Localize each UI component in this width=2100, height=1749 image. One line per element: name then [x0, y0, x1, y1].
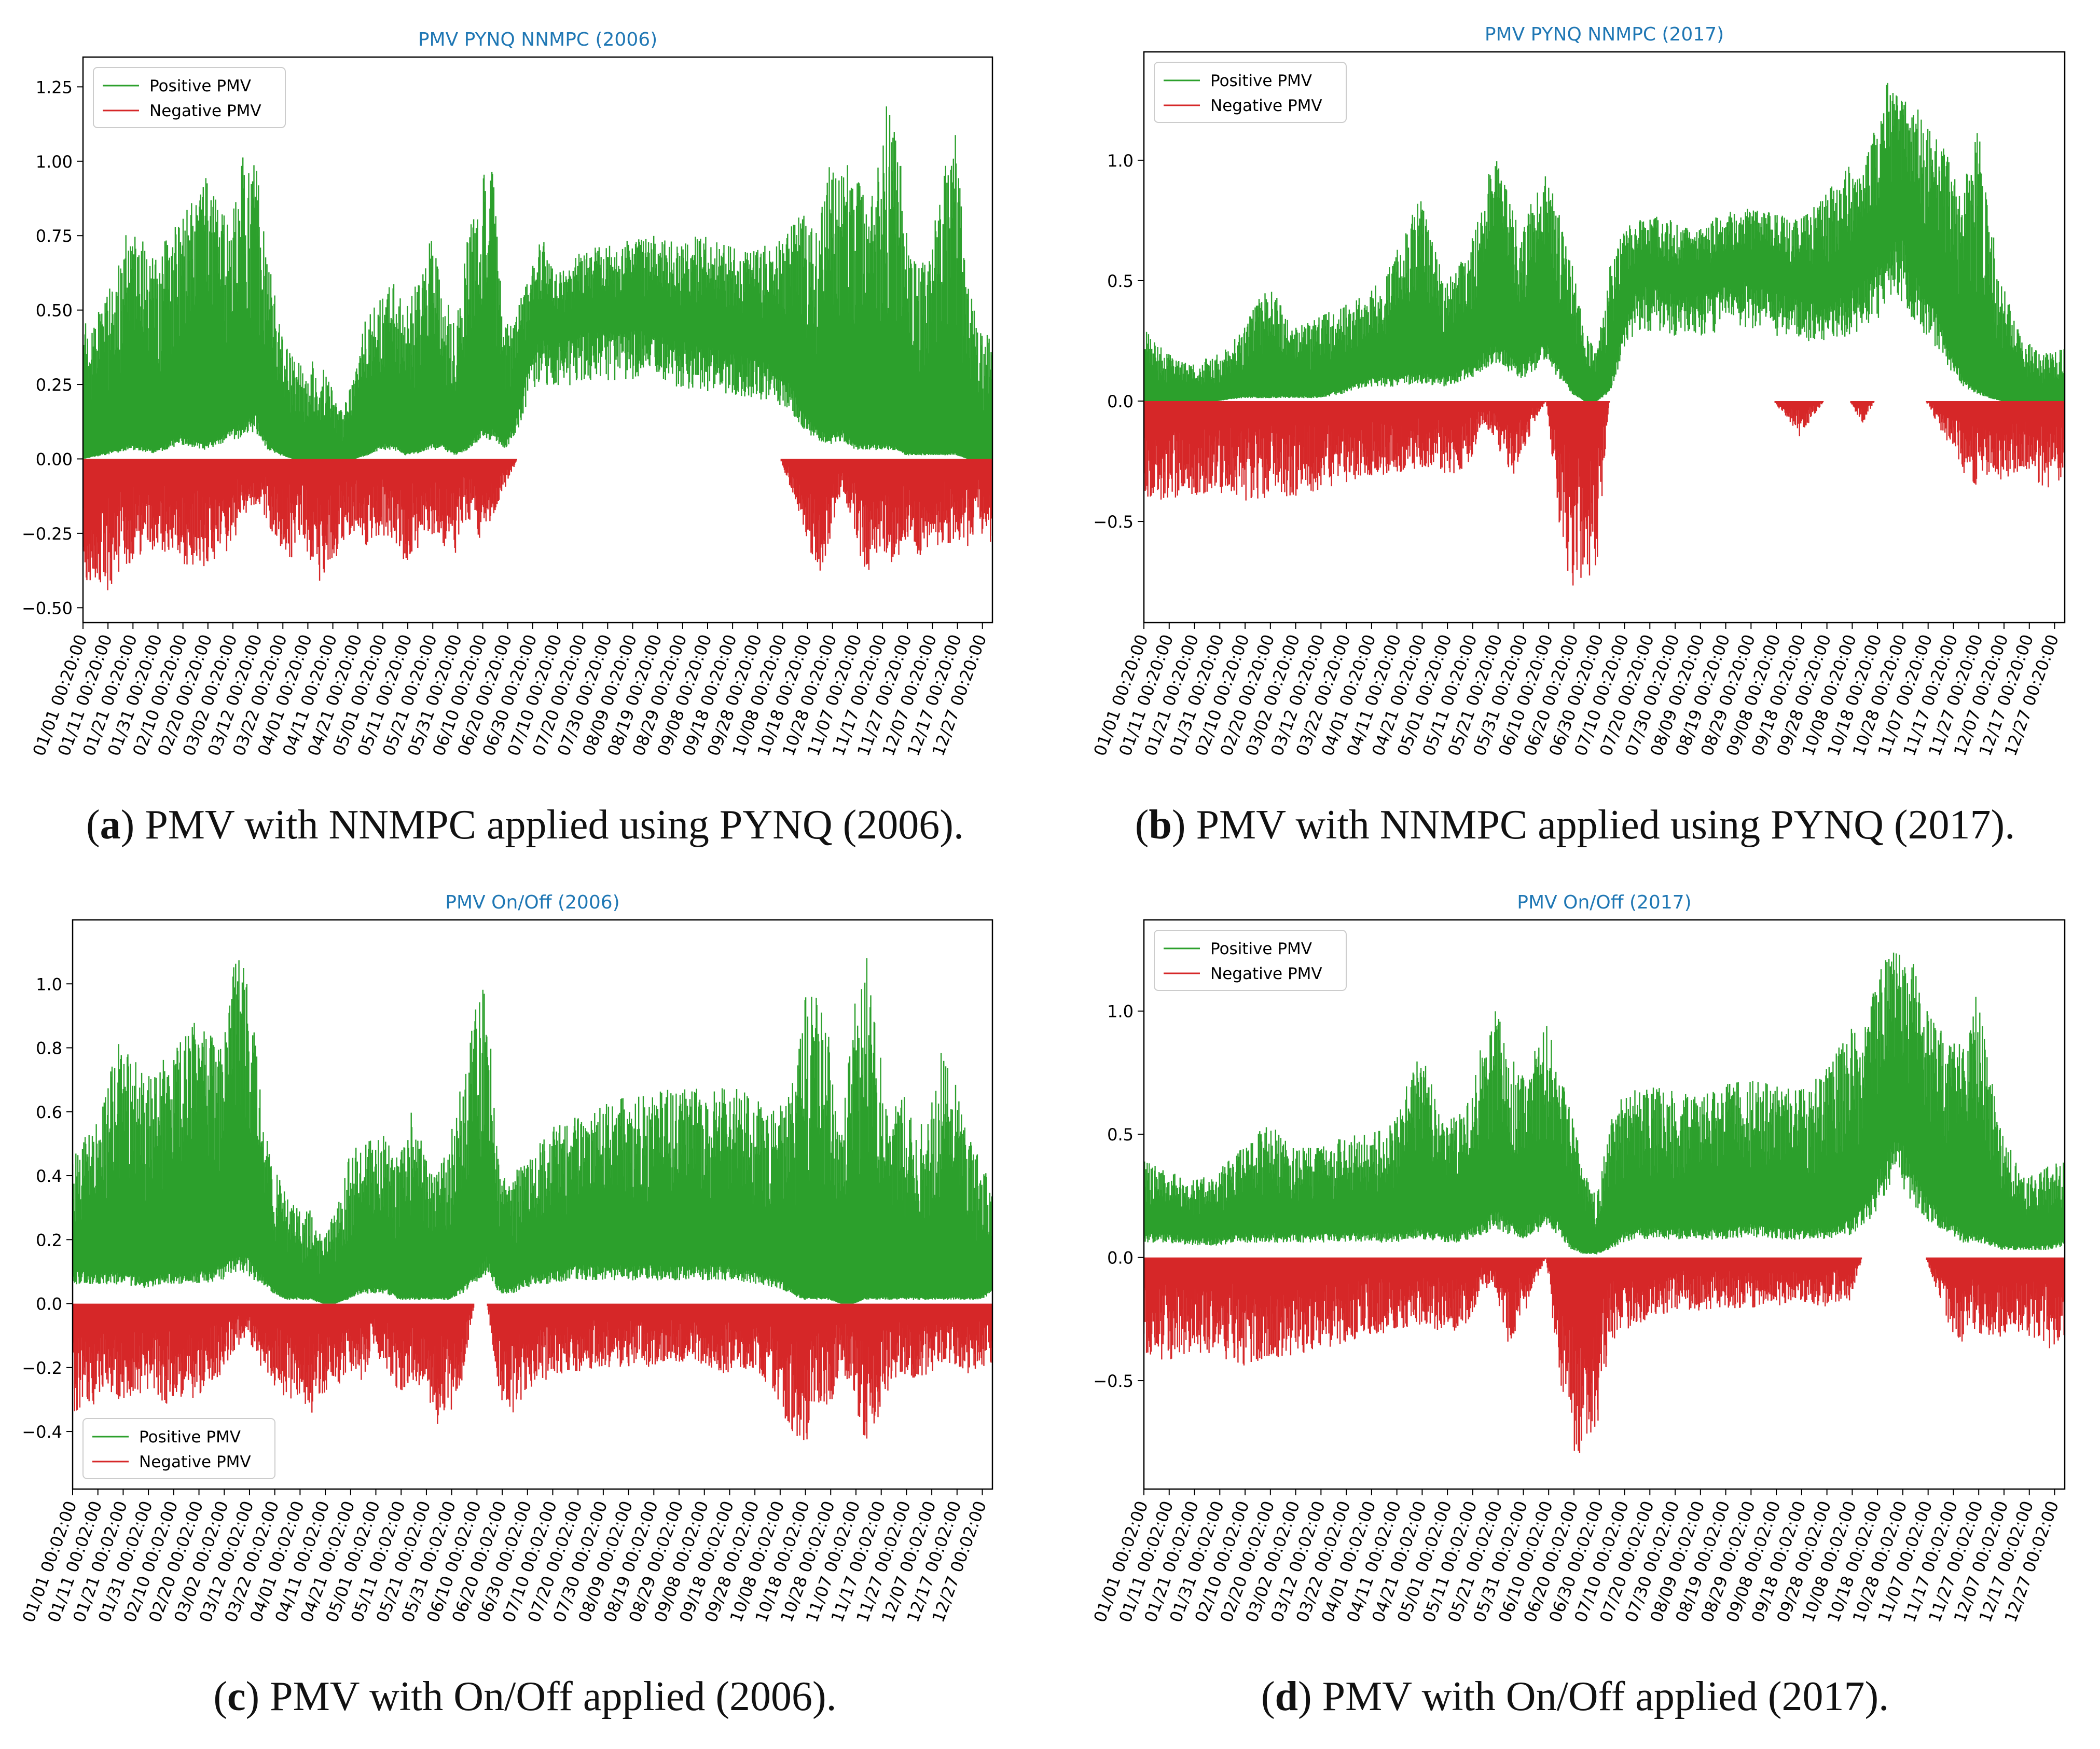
plot-frame	[82, 56, 993, 624]
negative-pmv-series	[73, 1303, 992, 1440]
chart-title: PMV On/Off (2017)	[1517, 892, 1691, 913]
y-tick-label: 1.0	[1107, 1002, 1134, 1022]
legend-label: Negative PMV	[1210, 965, 1322, 983]
y-tick-label: −0.5	[1093, 512, 1134, 532]
legend-box	[82, 1418, 275, 1479]
negative-pmv-series	[83, 459, 992, 590]
caption-b: (b) PMV with NNMPC applied using PYNQ (2…	[1135, 802, 2015, 848]
caption-d: (d) PMV with On/Off applied (2017).	[1261, 1674, 1889, 1719]
chart-b: PMV PYNQ NNMPC (2017)−0.50.00.51.001/01 …	[1090, 24, 2066, 759]
plot-data	[73, 958, 992, 1440]
legend-label: Negative PMV	[1210, 97, 1322, 115]
plot-data	[1144, 82, 2065, 586]
y-tick-label: 0.4	[36, 1166, 62, 1186]
y-tick-label: 0.6	[36, 1103, 62, 1122]
legend-box	[1154, 62, 1347, 123]
legend-label: Positive PMV	[1210, 940, 1312, 958]
y-tick-label: −0.50	[22, 598, 73, 618]
caption-label: b	[1149, 802, 1172, 848]
y-tick-label: 0.00	[36, 449, 73, 469]
y-tick-label: −0.5	[1093, 1371, 1134, 1391]
y-tick-label: 1.25	[36, 77, 73, 97]
legend-label: Positive PMV	[149, 77, 251, 95]
y-tick-label: 0.0	[1107, 392, 1134, 411]
caption-label: d	[1275, 1674, 1298, 1719]
positive-pmv-series	[1144, 82, 2065, 401]
caption-label: c	[227, 1674, 246, 1719]
y-tick-label: 1.0	[36, 974, 62, 994]
legend-label: Positive PMV	[1210, 72, 1312, 90]
y-tick-label: −0.4	[22, 1422, 62, 1442]
legend-label: Positive PMV	[139, 1428, 241, 1447]
y-tick-label: 0.75	[36, 226, 73, 246]
legend-box	[1154, 930, 1347, 991]
plot-frame	[72, 919, 993, 1490]
chart-c: PMV On/Off (2006) −0.4 −0.2 0.0 0.2 0.4 0.6 0.8…	[19, 892, 993, 1625]
chart-title: PMV PYNQ NNMPC (2006)	[418, 29, 657, 50]
plot-frame	[1143, 51, 2066, 624]
negative-pmv-series	[1144, 1257, 2065, 1453]
plot-frame	[1143, 919, 2066, 1490]
y-tick-label: 0.5	[1107, 271, 1134, 291]
plot-data	[1144, 953, 2065, 1453]
y-tick-label: 0.0	[36, 1294, 62, 1314]
positive-pmv-series	[73, 958, 992, 1304]
caption-a: (a) PMV with NNMPC applied using PYNQ (2…	[86, 802, 964, 848]
caption-text: ) PMV with On/Off applied (2006).	[245, 1674, 837, 1719]
negative-pmv-series	[1144, 401, 2065, 586]
y-tick-label: 0.25	[36, 375, 73, 395]
caption-text: ) PMV with NNMPC applied using PYNQ (201…	[1171, 802, 2015, 848]
legend-box	[93, 67, 286, 128]
caption-label: a	[100, 802, 121, 848]
caption-c: (c) PMV with On/Off applied (2006).	[213, 1674, 837, 1719]
plot-data	[83, 106, 992, 590]
positive-pmv-series	[1144, 953, 2065, 1255]
caption-text: ) PMV with NNMPC applied using PYNQ (200…	[120, 802, 964, 848]
y-tick-label: 1.0	[1107, 151, 1134, 171]
chart-title: PMV PYNQ NNMPC (2017)	[1485, 24, 1724, 45]
y-tick-label: 0.8	[36, 1039, 62, 1058]
y-tick-label: −0.2	[22, 1358, 62, 1378]
y-tick-label: 0.5	[1107, 1125, 1134, 1145]
legend-label: Negative PMV	[149, 102, 261, 120]
positive-pmv-series	[83, 106, 992, 459]
y-tick-label: 0.0	[1107, 1248, 1134, 1268]
y-tick-label: 1.00	[36, 152, 73, 172]
chart-a: PMV PYNQ NNMPC (2006) −0.50 −0.25 0.00 0.25 0…	[22, 29, 993, 759]
y-tick-label: −0.25	[22, 524, 73, 544]
y-tick-label: 0.50	[36, 301, 73, 321]
chart-title: PMV On/Off (2006)	[445, 892, 619, 913]
legend-label: Negative PMV	[139, 1453, 251, 1471]
caption-text: ) PMV with On/Off applied (2017).	[1297, 1674, 1889, 1719]
y-tick-label: 0.2	[36, 1230, 62, 1250]
chart-d: PMV On/Off (2017)−0.50.00.51.001/01 00:0…	[1090, 892, 2066, 1625]
